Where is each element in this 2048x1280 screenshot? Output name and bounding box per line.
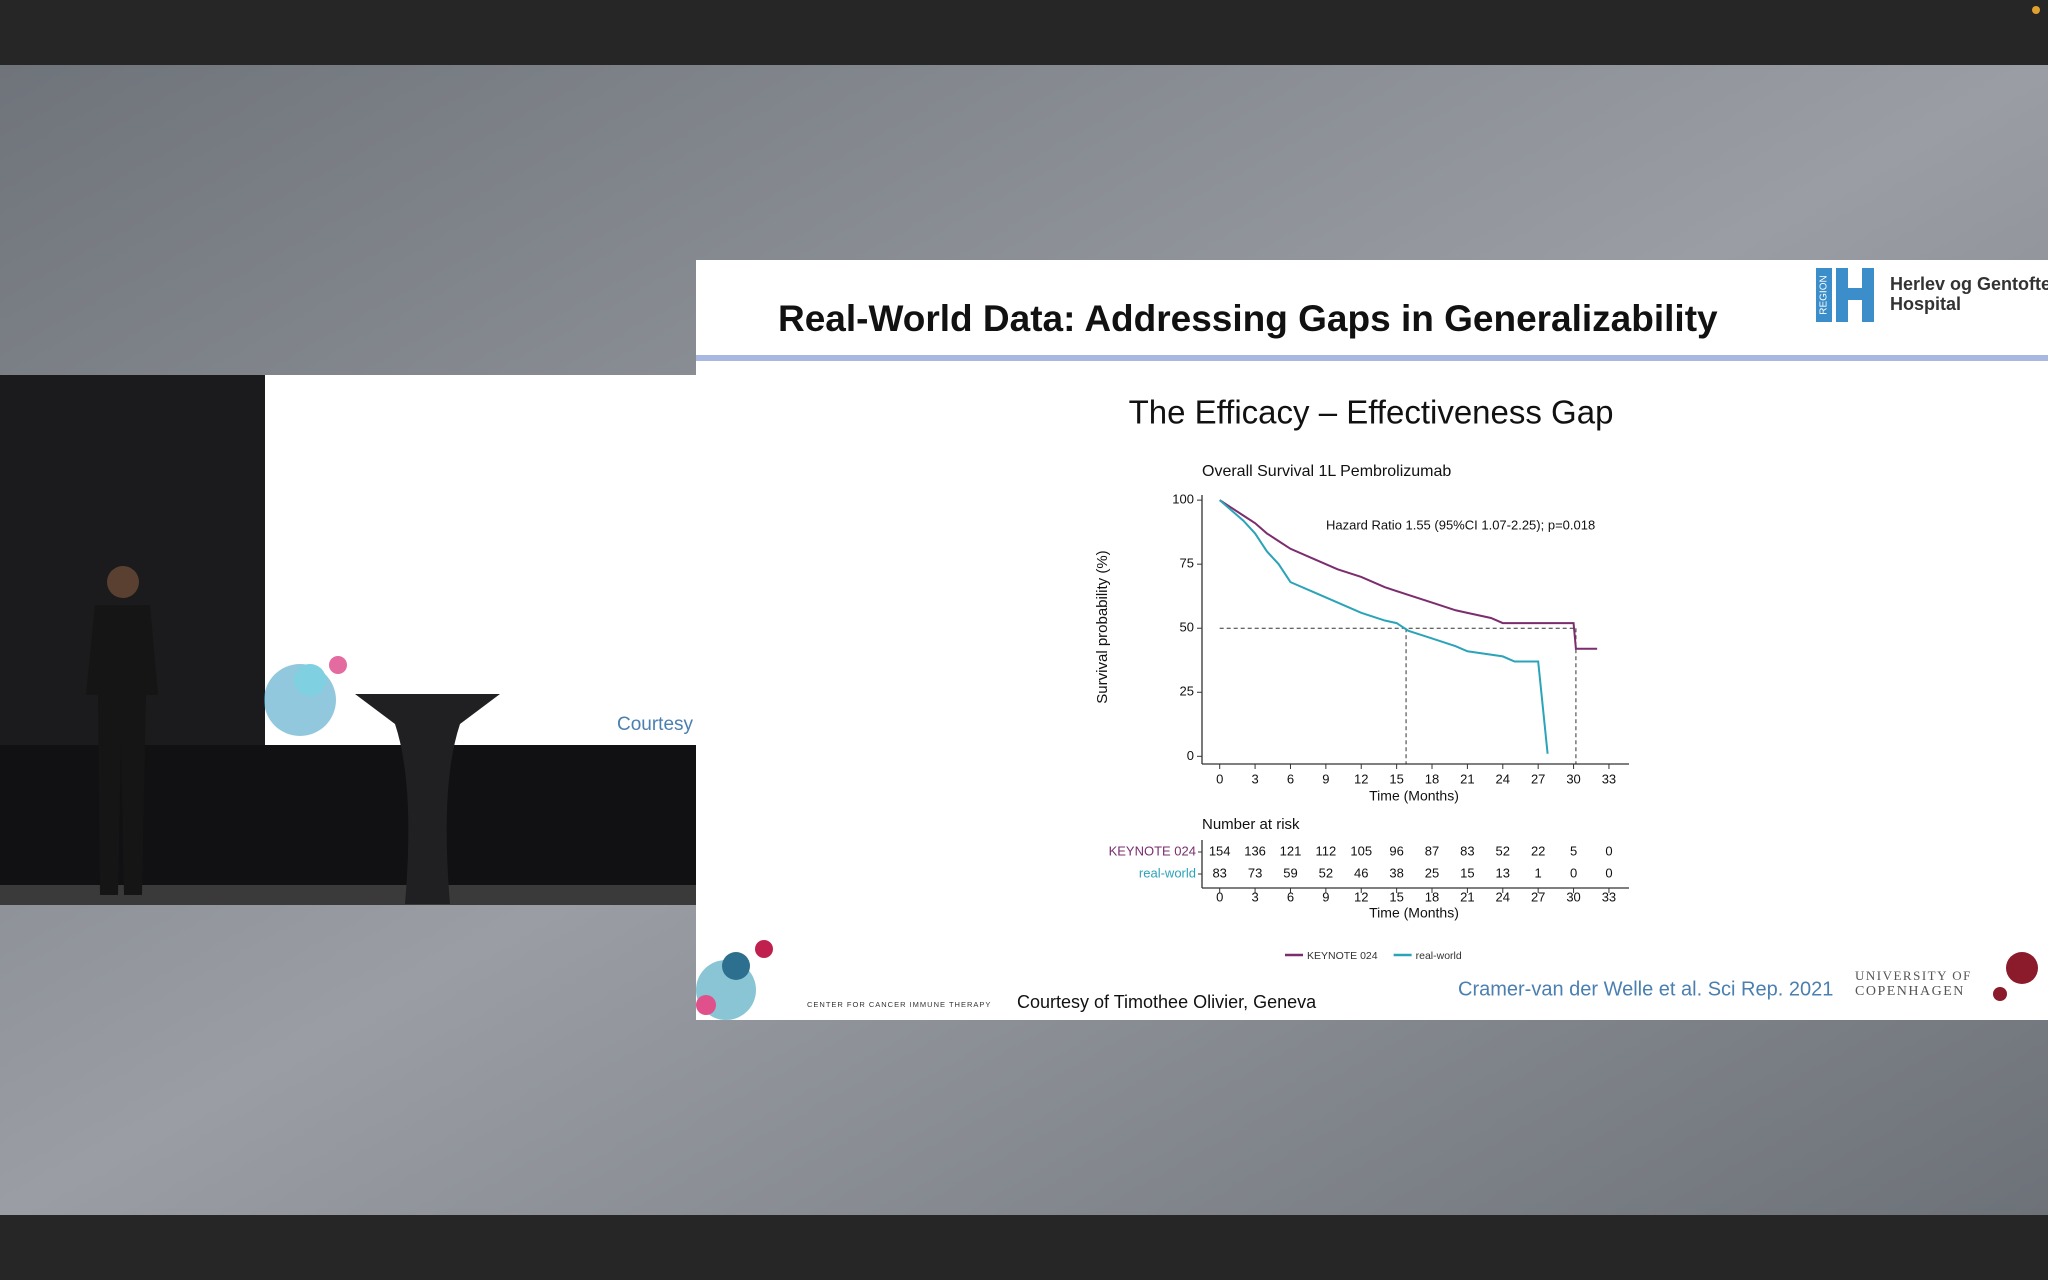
- risk-value: 136: [1244, 843, 1266, 858]
- slide-subtitle: The Efficacy – Effectiveness Gap: [1129, 394, 1614, 431]
- y-tick-label: 25: [1180, 684, 1194, 699]
- x-tick-label: 15: [1389, 771, 1403, 786]
- university-seal: [2006, 952, 2038, 984]
- risk-value: 0: [1605, 865, 1612, 880]
- survival-curve: [1219, 499, 1549, 754]
- risk-value: 83: [1212, 865, 1226, 880]
- x-tick-label: 3: [1251, 771, 1258, 786]
- risk-value: 52: [1496, 843, 1510, 858]
- university-dot: [1993, 987, 2007, 1001]
- citation: Cramer-van der Welle et al. Sci Rep. 202…: [1458, 978, 1833, 1000]
- risk-value: 0: [1570, 865, 1577, 880]
- x-tick-label: 33: [1602, 771, 1616, 786]
- title-rule: [696, 355, 2048, 361]
- risk-table-title: Number at risk: [1202, 816, 1300, 833]
- risk-x-tick-label: 18: [1425, 889, 1439, 904]
- risk-value: 46: [1354, 865, 1368, 880]
- x-tick-label: 21: [1460, 771, 1474, 786]
- x-axis-label: Time (Months): [1369, 788, 1459, 804]
- podium: [355, 694, 500, 904]
- x-tick-label: 30: [1566, 771, 1580, 786]
- x-tick-label: 18: [1425, 771, 1439, 786]
- chart-annotation: Hazard Ratio 1.55 (95%CI 1.07-2.25); p=0…: [1326, 517, 1595, 532]
- status-dot: [2032, 6, 2040, 14]
- x-tick-label: 24: [1496, 771, 1510, 786]
- risk-value: 13: [1496, 865, 1510, 880]
- y-tick-label: 0: [1187, 748, 1194, 763]
- x-tick-label: 0: [1216, 771, 1223, 786]
- x-tick-label: 27: [1531, 771, 1545, 786]
- stage-floor: [0, 885, 696, 905]
- logo-badge: [1816, 268, 1832, 322]
- risk-value: 112: [1315, 843, 1336, 858]
- risk-value: 5: [1570, 843, 1577, 858]
- slide-background: [696, 260, 2048, 1020]
- risk-value: 154: [1209, 843, 1231, 858]
- legend-label: real-world: [1416, 950, 1462, 962]
- logo-text: Hospital: [1890, 294, 1961, 314]
- speaker-head: [107, 566, 139, 598]
- risk-value: 87: [1425, 843, 1439, 858]
- risk-value: 121: [1280, 843, 1302, 858]
- center-name: CENTER FOR CANCER IMMUNE THERAPY: [807, 1000, 991, 1009]
- speaker-body: [86, 605, 158, 895]
- risk-value: 83: [1460, 843, 1474, 858]
- legend-label: KEYNOTE 024: [1307, 950, 1378, 962]
- risk-row-name: real-world: [1139, 865, 1196, 880]
- risk-value: 0: [1605, 843, 1612, 858]
- risk-x-axis-label: Time (Months): [1369, 905, 1459, 921]
- risk-x-tick-label: 15: [1389, 889, 1403, 904]
- logo-circle: [722, 952, 750, 980]
- slide-title: Real-World Data: Addressing Gaps in Gene…: [778, 298, 1718, 339]
- risk-x-tick-label: 24: [1496, 889, 1510, 904]
- x-tick-label: 12: [1354, 771, 1368, 786]
- risk-x-tick-label: 30: [1566, 889, 1580, 904]
- risk-row-name: KEYNOTE 024: [1109, 843, 1196, 858]
- risk-x-tick-label: 0: [1216, 889, 1223, 904]
- screen-text: Courtesy: [617, 714, 694, 735]
- risk-value: 38: [1389, 865, 1403, 880]
- university: UNIVERSITY OF: [1855, 968, 1972, 983]
- risk-x-tick-label: 12: [1354, 889, 1368, 904]
- x-tick-label: 9: [1322, 771, 1329, 786]
- y-axis-label: Survival probability (%): [1094, 550, 1111, 703]
- risk-value: 52: [1319, 865, 1333, 880]
- logo-h: [1836, 268, 1874, 322]
- chart-title: Overall Survival 1L Pembrolizumab: [1202, 463, 1451, 480]
- risk-x-tick-label: 9: [1322, 889, 1329, 904]
- survival-curve: [1219, 499, 1598, 650]
- y-tick-label: 75: [1180, 556, 1194, 571]
- risk-value: 15: [1460, 865, 1474, 880]
- logo-circle: [329, 656, 347, 674]
- logo-circle: [696, 995, 716, 1015]
- bottom-bar: [0, 1215, 2048, 1280]
- risk-value: 59: [1283, 865, 1297, 880]
- logo-circle: [755, 940, 773, 958]
- risk-value: 1: [1535, 865, 1542, 880]
- risk-x-tick-label: 6: [1287, 889, 1294, 904]
- y-tick-label: 50: [1180, 620, 1194, 635]
- risk-x-tick-label: 21: [1460, 889, 1474, 904]
- logo-badge-text: REGION: [1819, 275, 1830, 314]
- slide: Real-World Data: Addressing Gaps in Gene…: [696, 260, 2048, 1020]
- video-feed: Courtesy: [0, 375, 696, 905]
- logo-text: Herlev og Gentofte: [1890, 274, 2048, 294]
- risk-value: 73: [1248, 865, 1262, 880]
- risk-value: 96: [1389, 843, 1403, 858]
- risk-value: 25: [1425, 865, 1439, 880]
- university: COPENHAGEN: [1855, 984, 1965, 999]
- risk-x-tick-label: 27: [1531, 889, 1545, 904]
- risk-x-tick-label: 33: [1602, 889, 1616, 904]
- x-tick-label: 6: [1287, 771, 1294, 786]
- courtesy: Courtesy of Timothee Olivier, Geneva: [1017, 992, 1317, 1012]
- risk-x-tick-label: 3: [1251, 889, 1258, 904]
- risk-value: 22: [1531, 843, 1545, 858]
- logo-circle: [294, 664, 326, 696]
- risk-value: 105: [1350, 843, 1372, 858]
- y-tick-label: 100: [1172, 492, 1194, 507]
- stage-screen: [265, 375, 696, 745]
- top-bar: [0, 0, 2048, 65]
